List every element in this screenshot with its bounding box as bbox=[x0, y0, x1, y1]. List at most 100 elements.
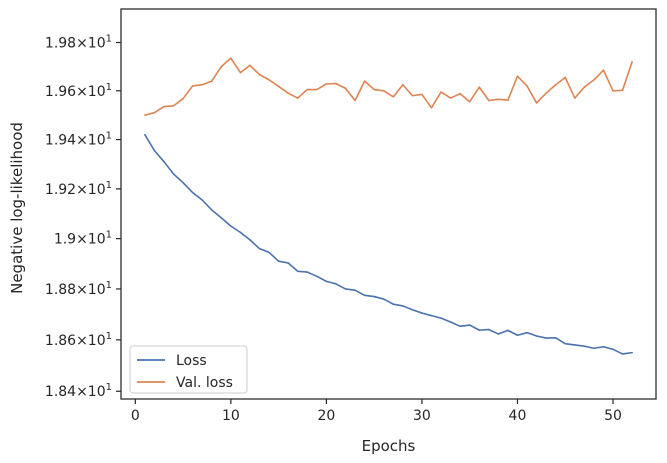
legend-label-0: Loss bbox=[176, 353, 207, 369]
data-point bbox=[507, 99, 509, 101]
data-point bbox=[488, 328, 490, 331]
data-point bbox=[249, 64, 251, 67]
data-point bbox=[430, 107, 433, 109]
data-point bbox=[316, 88, 318, 91]
y-tick-label: 1.88×101 bbox=[45, 280, 112, 298]
data-point bbox=[621, 353, 624, 355]
y-tick-label: 1.84×101 bbox=[45, 382, 112, 400]
y-tick-exponent: 1 bbox=[106, 331, 112, 342]
data-point bbox=[239, 71, 242, 74]
data-point bbox=[239, 231, 242, 234]
x-tick-label: 30 bbox=[413, 408, 431, 424]
y-tick-label: 1.94×101 bbox=[45, 131, 112, 149]
data-point bbox=[163, 160, 165, 163]
data-point bbox=[325, 83, 328, 85]
x-axis-ticks: 0 10 20 30 40 50 bbox=[131, 399, 622, 424]
data-point bbox=[306, 271, 309, 273]
data-point bbox=[373, 88, 375, 91]
data-point bbox=[220, 217, 223, 219]
data-point bbox=[478, 86, 481, 88]
y-tick-mantissa: 1.86×10 bbox=[45, 333, 106, 349]
data-point bbox=[602, 345, 605, 348]
data-point bbox=[268, 251, 270, 254]
data-point bbox=[612, 89, 614, 92]
data-point bbox=[335, 82, 337, 85]
data-point bbox=[335, 283, 337, 285]
data-point bbox=[583, 86, 586, 88]
series-lines bbox=[144, 57, 633, 355]
data-point bbox=[382, 89, 385, 92]
data-point bbox=[583, 345, 586, 348]
y-tick-mantissa: 1.92×10 bbox=[45, 182, 106, 198]
data-point bbox=[564, 342, 567, 345]
data-point bbox=[497, 98, 500, 101]
legend-label-1: Val. loss bbox=[176, 375, 233, 391]
x-tick-label: 50 bbox=[604, 408, 622, 424]
y-tick-exponent: 1 bbox=[106, 180, 112, 191]
data-point bbox=[182, 97, 184, 100]
data-point bbox=[153, 149, 156, 152]
data-point bbox=[526, 85, 528, 87]
data-point bbox=[230, 225, 232, 227]
series-line-0 bbox=[144, 134, 633, 355]
y-tick-label: 1.98×101 bbox=[45, 34, 112, 52]
y-tick-mantissa: 1.84×10 bbox=[45, 384, 106, 400]
data-point bbox=[354, 99, 356, 102]
data-point bbox=[287, 92, 289, 95]
data-point bbox=[182, 181, 184, 184]
series-line-1 bbox=[144, 57, 633, 116]
data-point bbox=[344, 288, 347, 290]
data-point bbox=[440, 317, 442, 319]
data-point bbox=[497, 333, 500, 335]
data-point bbox=[478, 329, 481, 331]
data-point bbox=[621, 89, 624, 92]
data-point bbox=[468, 324, 471, 326]
data-point bbox=[593, 347, 595, 350]
y-tick-label: 1.9×101 bbox=[54, 230, 112, 248]
data-point bbox=[573, 97, 576, 99]
y-tick-exponent: 1 bbox=[106, 34, 112, 45]
data-point bbox=[411, 308, 414, 311]
data-point bbox=[201, 83, 204, 86]
y-tick-mantissa: 1.98×10 bbox=[45, 36, 106, 52]
data-point bbox=[449, 321, 452, 323]
data-point bbox=[459, 92, 461, 95]
x-tick-label: 0 bbox=[131, 408, 140, 424]
data-point bbox=[258, 73, 261, 76]
y-axis-ticks: 1.84×1011.86×1011.88×1011.9×1011.92×1011… bbox=[45, 34, 121, 400]
data-point bbox=[554, 336, 557, 339]
y-tick-label: 1.92×101 bbox=[45, 180, 112, 198]
data-point bbox=[516, 75, 519, 78]
data-point bbox=[287, 262, 289, 264]
data-point bbox=[316, 275, 318, 278]
data-point bbox=[163, 105, 165, 108]
data-point bbox=[392, 96, 395, 98]
y-tick-label: 1.86×101 bbox=[45, 331, 112, 349]
y-tick-mantissa: 1.9×10 bbox=[54, 232, 106, 248]
x-tick-label: 40 bbox=[509, 408, 527, 424]
data-point bbox=[373, 295, 375, 298]
data-point bbox=[172, 173, 175, 175]
data-point bbox=[631, 60, 633, 63]
y-tick-exponent: 1 bbox=[106, 230, 112, 241]
data-point bbox=[191, 85, 194, 87]
plot-area bbox=[120, 8, 657, 400]
data-point bbox=[258, 247, 261, 250]
y-tick-exponent: 1 bbox=[106, 280, 112, 291]
data-point bbox=[593, 79, 595, 81]
data-point bbox=[144, 114, 146, 116]
data-point bbox=[230, 57, 232, 59]
data-point bbox=[363, 294, 366, 297]
y-axis-label: Negative log-likelihood bbox=[8, 122, 26, 294]
data-point bbox=[459, 325, 461, 328]
data-point bbox=[277, 85, 280, 88]
legend: Loss Val. loss bbox=[129, 345, 248, 394]
data-point bbox=[220, 65, 223, 68]
y-tick-mantissa: 1.94×10 bbox=[45, 133, 106, 149]
data-point bbox=[488, 99, 490, 102]
data-point bbox=[602, 69, 605, 72]
data-point bbox=[210, 209, 213, 211]
data-point bbox=[306, 88, 309, 91]
data-point bbox=[468, 100, 471, 103]
